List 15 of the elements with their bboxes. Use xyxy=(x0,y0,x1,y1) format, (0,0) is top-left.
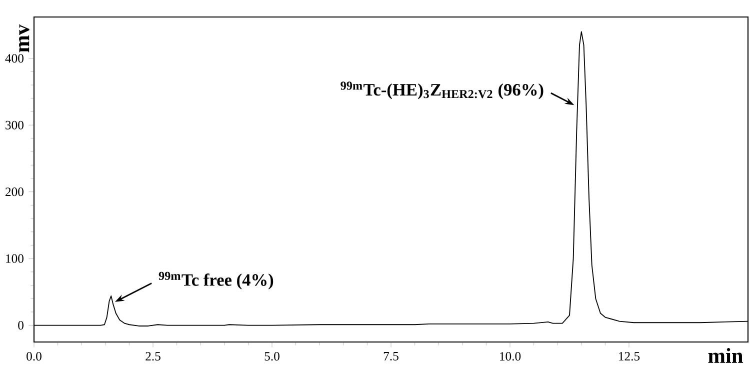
x-tick-label: 12.5 xyxy=(619,352,640,361)
y-tick-label: 0 xyxy=(18,321,24,330)
x-tick-label: 0.0 xyxy=(26,352,42,361)
y-tick-label: 300 xyxy=(6,120,24,130)
y-tick-label: 100 xyxy=(6,254,24,263)
x-tick-label: 5.0 xyxy=(264,352,280,361)
y-tick-label: 400 xyxy=(5,54,24,63)
y-axis-title: mv xyxy=(19,24,30,52)
x-tick-label: 2.5 xyxy=(146,352,160,361)
annotation: $^{99m}$Tc-(HE)$_{3}$Z$_{HER2:V2}$ (96%) xyxy=(340,82,544,100)
x-axis-title: min xyxy=(708,348,743,363)
y-tick-label: 200 xyxy=(6,188,24,196)
annotation: $^{99m}$Tc free (4%) xyxy=(158,272,274,290)
x-tick-label: 7.5 xyxy=(384,352,398,361)
x-tick-label: 10.0 xyxy=(500,352,521,361)
